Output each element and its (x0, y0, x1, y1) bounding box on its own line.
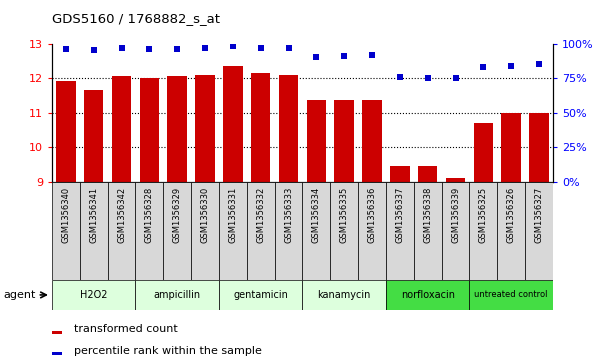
Point (89, 48, 98, 53)
Bar (223, 66, 243, 182)
Text: GSM1356341: GSM1356341 (89, 187, 98, 242)
Text: gentamicin: gentamicin (233, 290, 288, 300)
Bar (307, 101, 326, 182)
Point (284, 45, 293, 50)
Bar (247, 182, 274, 280)
Text: GSM1356327: GSM1356327 (535, 187, 544, 242)
Text: kanamycin: kanamycin (318, 290, 371, 300)
Bar (56, 81, 76, 182)
Bar (136, 182, 163, 280)
Bar (497, 182, 525, 280)
Text: GSM1356328: GSM1356328 (145, 187, 154, 242)
Bar (302, 280, 386, 310)
Bar (386, 182, 414, 280)
Bar (52, 280, 136, 310)
Bar (80, 182, 108, 280)
Bar (167, 76, 187, 182)
Point (478, 64, 488, 70)
Text: GSM1356335: GSM1356335 (340, 187, 349, 242)
Text: H2O2: H2O2 (80, 290, 108, 300)
Text: transformed count: transformed count (75, 324, 178, 334)
Text: GSM1356332: GSM1356332 (256, 187, 265, 242)
Point (423, 75, 433, 81)
Text: GSM1356329: GSM1356329 (173, 187, 181, 242)
Text: GSM1356333: GSM1356333 (284, 187, 293, 243)
Bar (84, 90, 103, 182)
Bar (502, 113, 521, 182)
Text: GSM1356340: GSM1356340 (61, 187, 70, 242)
Text: GSM1356331: GSM1356331 (229, 187, 237, 242)
Bar (302, 182, 331, 280)
Point (200, 45, 210, 50)
Text: agent: agent (3, 290, 35, 300)
Bar (163, 182, 191, 280)
Bar (274, 182, 302, 280)
Point (339, 53, 349, 59)
Bar (334, 101, 354, 182)
Text: GSM1356334: GSM1356334 (312, 187, 321, 242)
Text: GDS5160 / 1768882_s_at: GDS5160 / 1768882_s_at (52, 12, 220, 25)
Point (451, 75, 461, 81)
Bar (136, 280, 219, 310)
Text: GSM1356330: GSM1356330 (200, 187, 210, 242)
Bar (362, 101, 382, 182)
Bar (219, 182, 247, 280)
Bar (358, 182, 386, 280)
Bar (469, 182, 497, 280)
Text: GSM1356339: GSM1356339 (451, 187, 460, 242)
Bar (331, 182, 358, 280)
Bar (139, 78, 159, 182)
Bar (196, 74, 215, 182)
Bar (525, 182, 553, 280)
Bar (52, 331, 62, 334)
Bar (219, 280, 302, 310)
Bar (442, 182, 469, 280)
Text: GSM1356325: GSM1356325 (479, 187, 488, 242)
Point (61, 46, 71, 52)
Bar (52, 182, 80, 280)
Point (228, 44, 238, 49)
Bar (279, 74, 298, 182)
Text: GSM1356342: GSM1356342 (117, 187, 126, 242)
Bar (474, 123, 493, 182)
Bar (52, 352, 62, 355)
Bar (390, 166, 409, 182)
Bar (446, 178, 466, 182)
Point (117, 45, 126, 50)
Bar (414, 182, 442, 280)
Text: norfloxacin: norfloxacin (401, 290, 455, 300)
Bar (386, 280, 469, 310)
Text: GSM1356338: GSM1356338 (423, 187, 432, 243)
Bar (191, 182, 219, 280)
Text: untreated control: untreated control (475, 290, 548, 299)
Point (144, 46, 154, 52)
Bar (112, 76, 131, 182)
Point (507, 63, 516, 69)
Bar (418, 166, 437, 182)
Bar (108, 182, 136, 280)
Bar (469, 280, 553, 310)
Bar (251, 73, 271, 182)
Text: GSM1356337: GSM1356337 (395, 187, 404, 243)
Point (256, 45, 266, 50)
Point (172, 46, 182, 52)
Bar (529, 113, 549, 182)
Text: ampicillin: ampicillin (153, 290, 201, 300)
Point (395, 74, 404, 79)
Text: GSM1356336: GSM1356336 (368, 187, 376, 243)
Point (367, 52, 377, 57)
Text: GSM1356326: GSM1356326 (507, 187, 516, 242)
Point (312, 54, 321, 60)
Point (534, 61, 544, 67)
Text: percentile rank within the sample: percentile rank within the sample (75, 346, 262, 356)
